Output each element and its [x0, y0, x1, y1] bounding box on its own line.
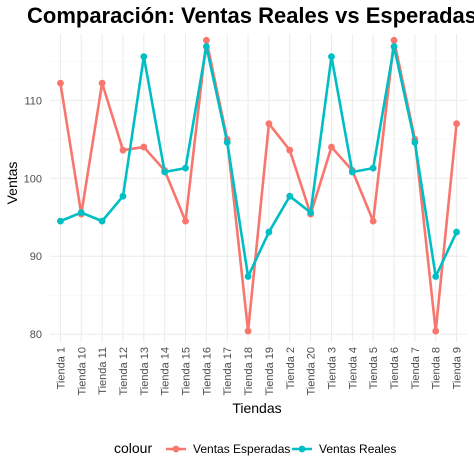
data-point — [411, 138, 419, 146]
series-ventas-esperadas — [57, 36, 460, 335]
y-tick-label: 90 — [30, 251, 42, 263]
x-axis-title: Tiendas — [232, 400, 281, 416]
x-tick-label: Tienda 12 — [118, 347, 130, 396]
x-tick-label: Tienda 18 — [243, 347, 255, 396]
data-point — [140, 53, 148, 61]
data-point — [57, 217, 64, 225]
x-tick-label: Tienda 4 — [347, 347, 359, 389]
x-tick-label: Tienda 16 — [201, 347, 213, 396]
chart-title: Comparación: Ventas Reales vs Esperadas — [27, 3, 474, 28]
x-tick-label: Tienda 2 — [285, 347, 297, 389]
data-point — [307, 209, 315, 216]
data-point — [432, 327, 440, 335]
data-point — [140, 143, 148, 151]
data-point — [265, 228, 273, 236]
data-point — [182, 164, 189, 172]
grid — [50, 34, 467, 342]
legend: colour Ventas Esperadas Ventas Reales — [114, 440, 396, 456]
data-point — [98, 79, 106, 87]
x-tick-label: Tienda 11 — [97, 347, 109, 395]
data-point — [57, 79, 64, 87]
data-point — [328, 143, 335, 151]
x-tick-label: Tienda 1 — [55, 347, 67, 389]
data-point — [182, 217, 189, 225]
legend-label: Ventas Reales — [319, 442, 396, 456]
x-tick-label: Tienda 19 — [264, 347, 276, 396]
data-point — [369, 164, 377, 172]
data-point — [369, 217, 377, 225]
data-point — [286, 192, 294, 200]
data-point — [265, 120, 273, 128]
data-point — [390, 36, 398, 44]
series-ventas-reales — [57, 43, 460, 280]
y-axis-ticks: 80 90 100 110 — [24, 95, 42, 341]
legend-key — [292, 445, 312, 453]
legend-key-point — [298, 445, 306, 453]
y-tick-label: 80 — [30, 329, 42, 341]
data-point — [119, 146, 127, 154]
data-point — [223, 138, 231, 146]
x-tick-label: Tienda 5 — [368, 347, 380, 389]
data-point — [161, 168, 169, 176]
x-tick-label: Tienda 15 — [181, 347, 193, 396]
x-axis-ticks: Tienda 1 Tienda 10 Tienda 11 Tienda 12 Tiend… — [55, 347, 463, 396]
data-point — [119, 192, 127, 200]
data-point — [286, 146, 294, 154]
legend-key — [166, 445, 186, 453]
legend-title: colour — [114, 440, 152, 456]
y-tick-label: 100 — [24, 173, 42, 185]
x-tick-label: Tienda 17 — [222, 347, 234, 396]
data-point — [244, 327, 252, 335]
y-axis-title: Ventas — [4, 162, 20, 205]
legend-key-point — [172, 445, 180, 453]
x-tick-label: Tienda 6 — [389, 347, 401, 389]
x-tick-label: Tienda 10 — [76, 347, 88, 396]
data-point — [348, 168, 356, 176]
data-point — [328, 53, 335, 61]
x-tick-label: Tienda 14 — [160, 347, 172, 396]
data-point — [98, 217, 106, 225]
series-line — [59, 45, 458, 278]
x-tick-label: Tienda 13 — [139, 347, 151, 396]
x-tick-label: Tienda 8 — [431, 347, 443, 389]
data-point — [202, 43, 210, 50]
x-tick-label: Tienda 9 — [452, 347, 464, 389]
data-point — [453, 120, 460, 128]
data-point — [432, 273, 440, 280]
y-tick-label: 110 — [24, 95, 42, 107]
series-line — [59, 38, 458, 333]
x-tick-label: Tienda 20 — [306, 347, 318, 396]
data-point — [77, 209, 85, 216]
data-point — [453, 228, 460, 236]
data-point — [390, 43, 398, 50]
data-point — [202, 36, 210, 44]
x-tick-label: Tienda 3 — [326, 347, 338, 389]
x-tick-label: Tienda 7 — [410, 347, 422, 389]
legend-label: Ventas Esperadas — [193, 442, 290, 456]
data-point — [244, 273, 252, 280]
series-layer — [57, 36, 460, 335]
